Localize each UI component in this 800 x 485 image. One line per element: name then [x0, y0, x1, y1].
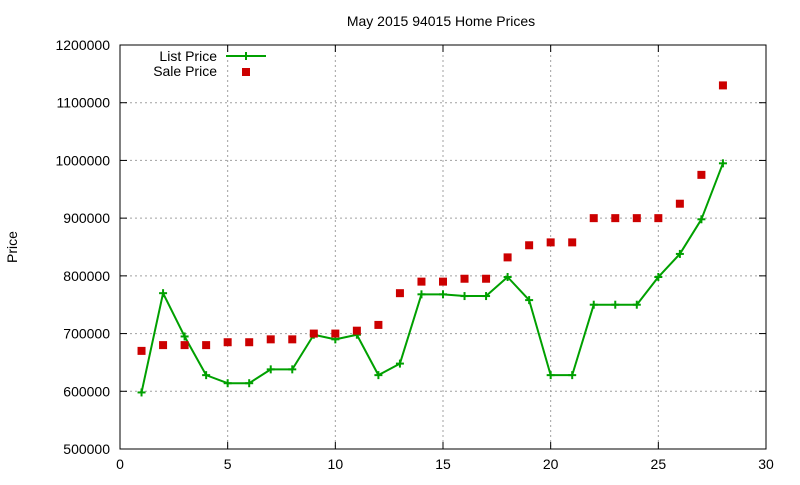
data-point-list-price — [245, 379, 254, 388]
y-tick-label: 700000 — [63, 326, 110, 342]
y-tick-label: 1200000 — [55, 37, 110, 53]
data-point-sale-price — [417, 277, 426, 286]
data-point-list-price — [460, 292, 469, 301]
data-point-list-price — [202, 371, 211, 380]
data-point-sale-price — [589, 214, 598, 223]
data-point-list-price — [374, 371, 383, 380]
y-tick-label: 600000 — [63, 383, 110, 399]
series-line-list-price — [140, 162, 724, 393]
data-point-list-price — [632, 300, 641, 309]
x-tick-label: 15 — [435, 456, 451, 472]
data-point-sale-price — [245, 338, 254, 347]
data-point-sale-price — [374, 320, 383, 329]
data-point-sale-price — [137, 346, 146, 355]
data-point-sale-price — [439, 277, 447, 286]
legend-entry-list-price: List Price — [159, 48, 266, 64]
data-point-list-price — [568, 371, 577, 380]
x-tick-label: 30 — [758, 456, 774, 472]
data-point-sale-price — [503, 253, 512, 262]
data-point-list-price — [525, 296, 534, 305]
legend-swatch-sale-price — [242, 68, 250, 76]
data-point-list-price — [159, 289, 168, 298]
data-point-sale-price — [675, 199, 684, 208]
chart-title: May 2015 94015 Home Prices — [347, 13, 535, 29]
data-point-sale-price — [159, 341, 168, 350]
data-point-sale-price — [266, 335, 275, 344]
legend: List Price Sale Price — [153, 48, 266, 79]
data-series — [137, 81, 727, 397]
data-point-list-price — [611, 300, 620, 309]
data-point-sale-price — [288, 335, 297, 344]
x-tick-label: 25 — [651, 456, 667, 472]
data-point-sale-price — [331, 329, 340, 338]
y-tick-label: 900000 — [63, 210, 110, 226]
data-point-list-price — [180, 332, 189, 341]
legend-label-sale-price: Sale Price — [153, 63, 217, 79]
data-point-sale-price — [525, 241, 534, 250]
x-tick-label: 10 — [328, 456, 344, 472]
x-tick-label: 0 — [116, 456, 124, 472]
data-point-sale-price — [482, 274, 491, 283]
data-point-sale-price — [546, 238, 555, 247]
data-point-list-price — [288, 365, 297, 374]
data-point-sale-price — [395, 289, 404, 298]
data-point-sale-price — [460, 274, 469, 283]
y-tick-label: 1000000 — [55, 152, 110, 168]
legend-marker — [242, 52, 250, 60]
x-tick-label: 5 — [224, 456, 232, 472]
data-point-list-price — [697, 215, 706, 224]
data-point-list-price — [439, 290, 447, 299]
y-axis-label: Price — [4, 231, 20, 263]
data-point-sale-price — [352, 326, 361, 335]
x-tick-label: 20 — [543, 456, 559, 472]
data-point-list-price — [266, 365, 275, 374]
grid-lines — [120, 45, 766, 449]
data-point-sale-price — [223, 338, 232, 347]
legend-entry-sale-price: Sale Price — [153, 63, 250, 79]
data-point-list-price — [395, 359, 404, 368]
data-point-sale-price — [697, 170, 706, 179]
data-point-list-price — [654, 273, 663, 282]
data-point-list-price — [589, 300, 598, 309]
y-tick-label: 1100000 — [57, 95, 111, 111]
data-point-sale-price — [180, 341, 189, 350]
y-tick-label: 500000 — [63, 441, 110, 457]
data-point-sale-price — [718, 81, 727, 90]
data-point-sale-price — [202, 341, 211, 350]
data-point-list-price — [503, 273, 512, 282]
data-point-sale-price — [611, 214, 620, 223]
data-point-sale-price — [309, 329, 318, 338]
data-point-list-price — [137, 388, 146, 397]
y-tick-label: 800000 — [63, 268, 110, 284]
legend-swatch-list-price — [226, 52, 266, 60]
data-point-sale-price — [632, 214, 641, 223]
data-point-sale-price — [568, 238, 577, 247]
legend-marker — [242, 68, 250, 76]
legend-label-list-price: List Price — [159, 48, 217, 64]
axis-ticks: 500000 600000 700000 800000 900000 1000000 110… — [55, 37, 774, 472]
data-point-list-price — [417, 290, 426, 299]
data-point-list-price — [546, 371, 555, 380]
data-point-list-price — [223, 379, 232, 388]
data-point-sale-price — [654, 214, 663, 223]
data-point-list-price — [482, 292, 491, 301]
data-point-list-price — [718, 159, 727, 168]
data-point-list-price — [675, 249, 684, 258]
